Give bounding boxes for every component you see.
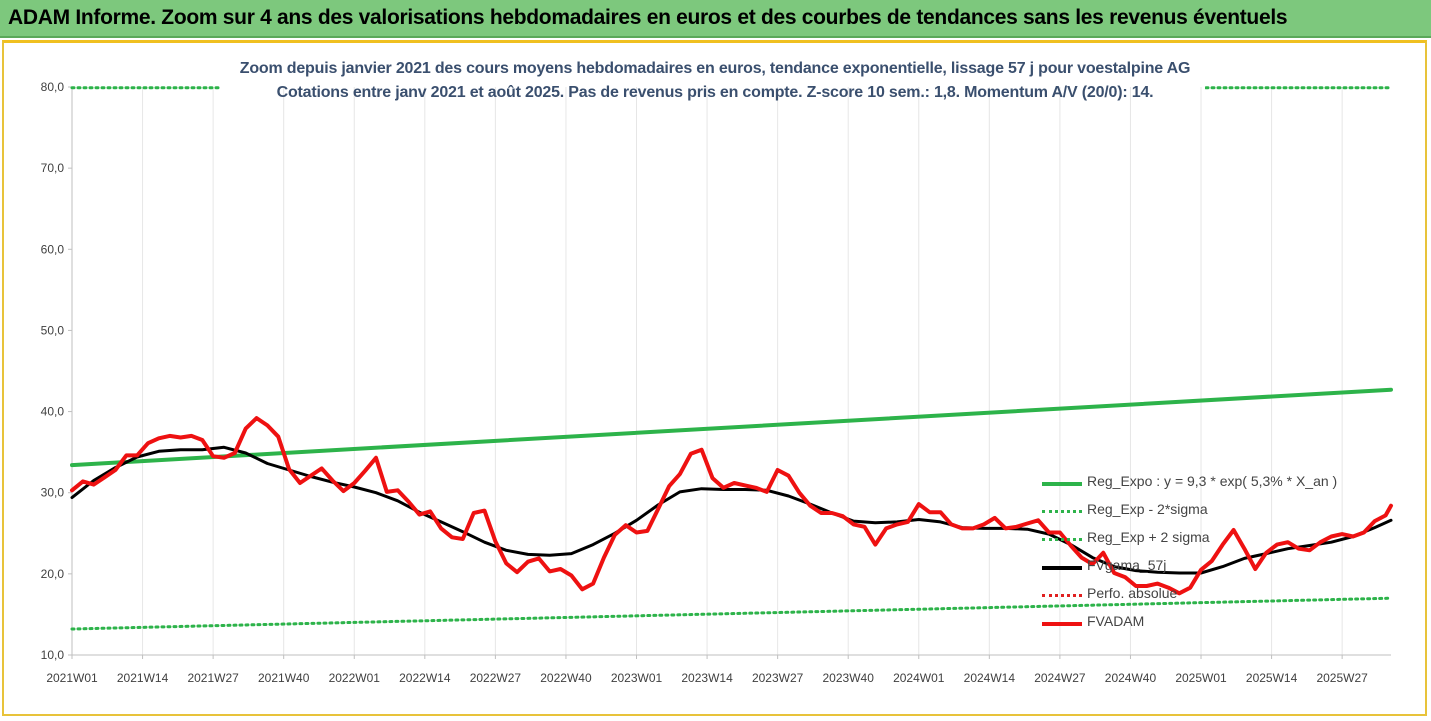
x-tick-label: 2022W01 — [329, 671, 381, 685]
y-tick-label: 60,0 — [41, 242, 65, 256]
x-tick-label: 2021W40 — [258, 671, 310, 685]
y-tick-label: 40,0 — [41, 405, 65, 419]
legend-label: FVADAM — [1087, 613, 1145, 629]
series-reg-minus-2sigma — [70, 596, 1393, 631]
legend-swatch — [1042, 594, 1082, 597]
y-tick-label: 10,0 — [41, 648, 65, 662]
x-tick-label: 2021W01 — [46, 671, 98, 685]
chart-subtitle: Cotations entre janv 2021 et août 2025. … — [276, 84, 1154, 101]
report-banner: ADAM Informe. Zoom sur 4 ans des valoris… — [0, 0, 1431, 38]
legend-item: Reg_Exp - 2*sigma — [1040, 498, 1410, 526]
x-tick-label: 2021W27 — [187, 671, 239, 685]
x-tick-label: 2022W40 — [540, 671, 592, 685]
legend-label: FVgama_57j — [1087, 557, 1167, 573]
x-tick-label: 2023W40 — [823, 671, 875, 685]
x-tick-label: 2024W14 — [964, 671, 1016, 685]
series-fvadam — [70, 416, 1393, 596]
x-tick-label: 2025W14 — [1246, 671, 1298, 685]
chart-legend: Reg_Expo : y = 9,3 * exp( 5,3% * X_an ) R… — [1040, 470, 1410, 638]
chart-title: Zoom depuis janvier 2021 des cours moyen… — [239, 60, 1191, 77]
x-tick-label: 2023W01 — [611, 671, 663, 685]
legend-swatch — [1042, 482, 1082, 486]
y-tick-label: 50,0 — [41, 323, 65, 337]
x-tick-label: 2022W14 — [399, 671, 451, 685]
y-tick-label: 80,0 — [41, 80, 65, 94]
legend-swatch — [1042, 622, 1082, 626]
legend-item: Reg_Exp + 2 sigma — [1040, 526, 1410, 554]
x-tick-label: 2023W14 — [681, 671, 733, 685]
x-tick-label: 2024W40 — [1105, 671, 1157, 685]
x-tick-label: 2024W01 — [893, 671, 945, 685]
series-reg-expo — [70, 387, 1393, 468]
legend-item: Perfo. absolue — [1040, 582, 1410, 610]
legend-swatch — [1042, 538, 1082, 541]
y-tick-label: 70,0 — [41, 161, 65, 175]
legend-label: Reg_Exp - 2*sigma — [1087, 501, 1208, 517]
legend-item: FVgama_57j — [1040, 554, 1410, 582]
y-tick-label: 20,0 — [41, 567, 65, 581]
legend-label: Reg_Expo : y = 9,3 * exp( 5,3% * X_an ) — [1087, 473, 1338, 489]
x-tick-label: 2022W27 — [470, 671, 522, 685]
legend-swatch — [1042, 510, 1082, 513]
legend-item: FVADAM — [1040, 610, 1410, 638]
x-tick-label: 2025W01 — [1175, 671, 1227, 685]
report-title: ADAM Informe. Zoom sur 4 ans des valoris… — [8, 6, 1288, 29]
legend-swatch — [1042, 566, 1082, 570]
y-tick-label: 30,0 — [41, 486, 65, 500]
legend-item: Reg_Expo : y = 9,3 * exp( 5,3% * X_an ) — [1040, 470, 1410, 498]
x-tick-label: 2024W27 — [1034, 671, 1086, 685]
x-tick-label: 2021W14 — [117, 671, 169, 685]
legend-label: Perfo. absolue — [1087, 585, 1178, 601]
chart-frame — [2, 40, 1427, 716]
x-tick-label: 2023W27 — [752, 671, 804, 685]
legend-label: Reg_Exp + 2 sigma — [1087, 529, 1210, 545]
x-tick-label: 2025W27 — [1316, 671, 1368, 685]
